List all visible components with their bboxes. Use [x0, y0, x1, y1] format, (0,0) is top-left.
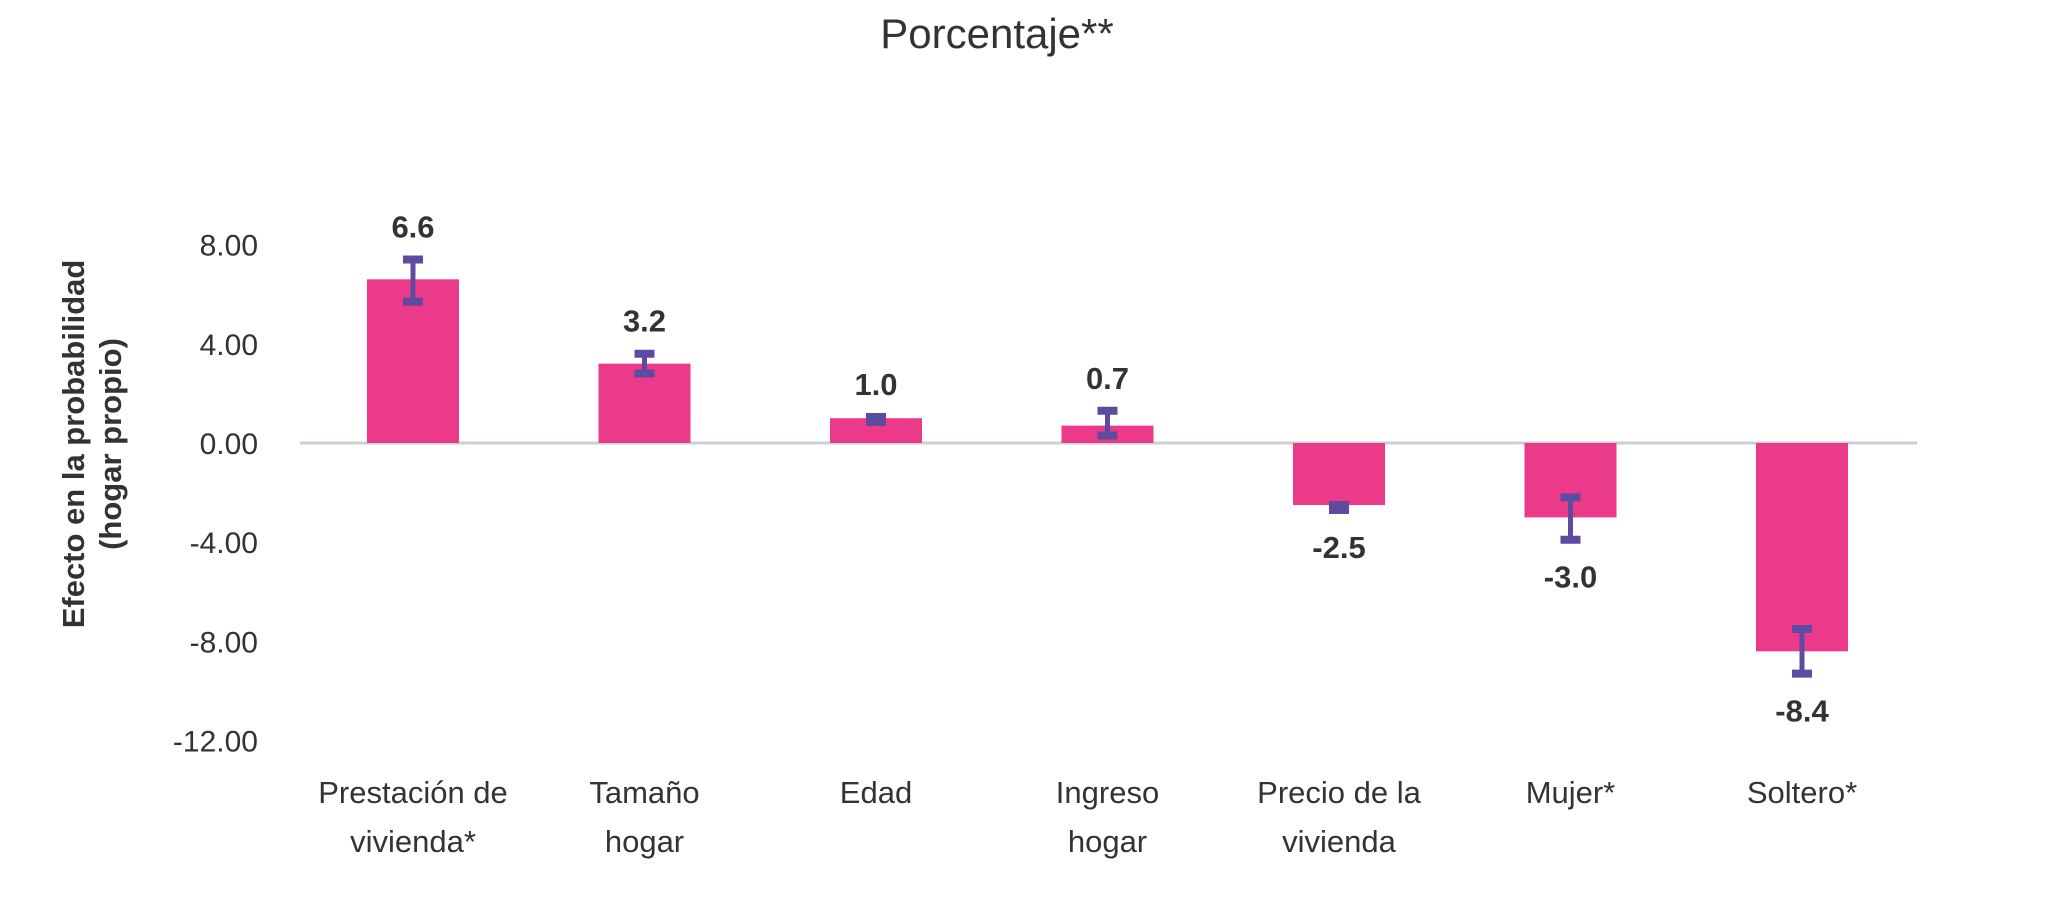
chart-title: Porcentaje**: [880, 10, 1114, 57]
data-label: -3.0: [1544, 560, 1597, 595]
x-tick-label: Soltero*: [1747, 775, 1857, 810]
y-tick-label: 0.00: [200, 428, 258, 461]
x-tick-label: Mujer*: [1526, 775, 1616, 810]
y-axis-title-line: Efecto en la probabilidad: [56, 260, 91, 629]
data-label: -2.5: [1312, 530, 1365, 565]
data-label: 1.0: [854, 367, 897, 402]
y-tick-label: 8.00: [200, 230, 258, 263]
y-tick-label: -4.00: [190, 527, 258, 560]
bar: [367, 279, 459, 443]
x-tick-label: hogar: [605, 824, 684, 859]
data-label: 3.2: [623, 304, 666, 339]
x-tick-label: Prestación de: [318, 775, 508, 810]
y-tick-label: 4.00: [200, 329, 258, 362]
y-tick-label: -8.00: [190, 626, 258, 659]
x-tick-label: vivienda: [1282, 824, 1396, 859]
bar: [1293, 443, 1385, 505]
y-tick-label: -12.00: [173, 726, 258, 759]
y-axis-title-line: (hogar propio): [93, 338, 128, 550]
x-tick-label: vivienda*: [350, 824, 476, 859]
data-label: 0.7: [1086, 361, 1129, 396]
bar: [1756, 443, 1848, 652]
x-tick-label: Tamaño: [589, 775, 699, 810]
data-label: -8.4: [1775, 694, 1829, 729]
x-tick-label: Precio de la: [1257, 775, 1421, 810]
x-tick-label: Ingreso: [1056, 775, 1159, 810]
x-tick-label: hogar: [1068, 824, 1147, 859]
data-label: 6.6: [391, 209, 434, 244]
y-axis-title: Efecto en la probabilidad(hogar propio): [56, 260, 128, 629]
x-tick-label: Edad: [840, 775, 912, 810]
